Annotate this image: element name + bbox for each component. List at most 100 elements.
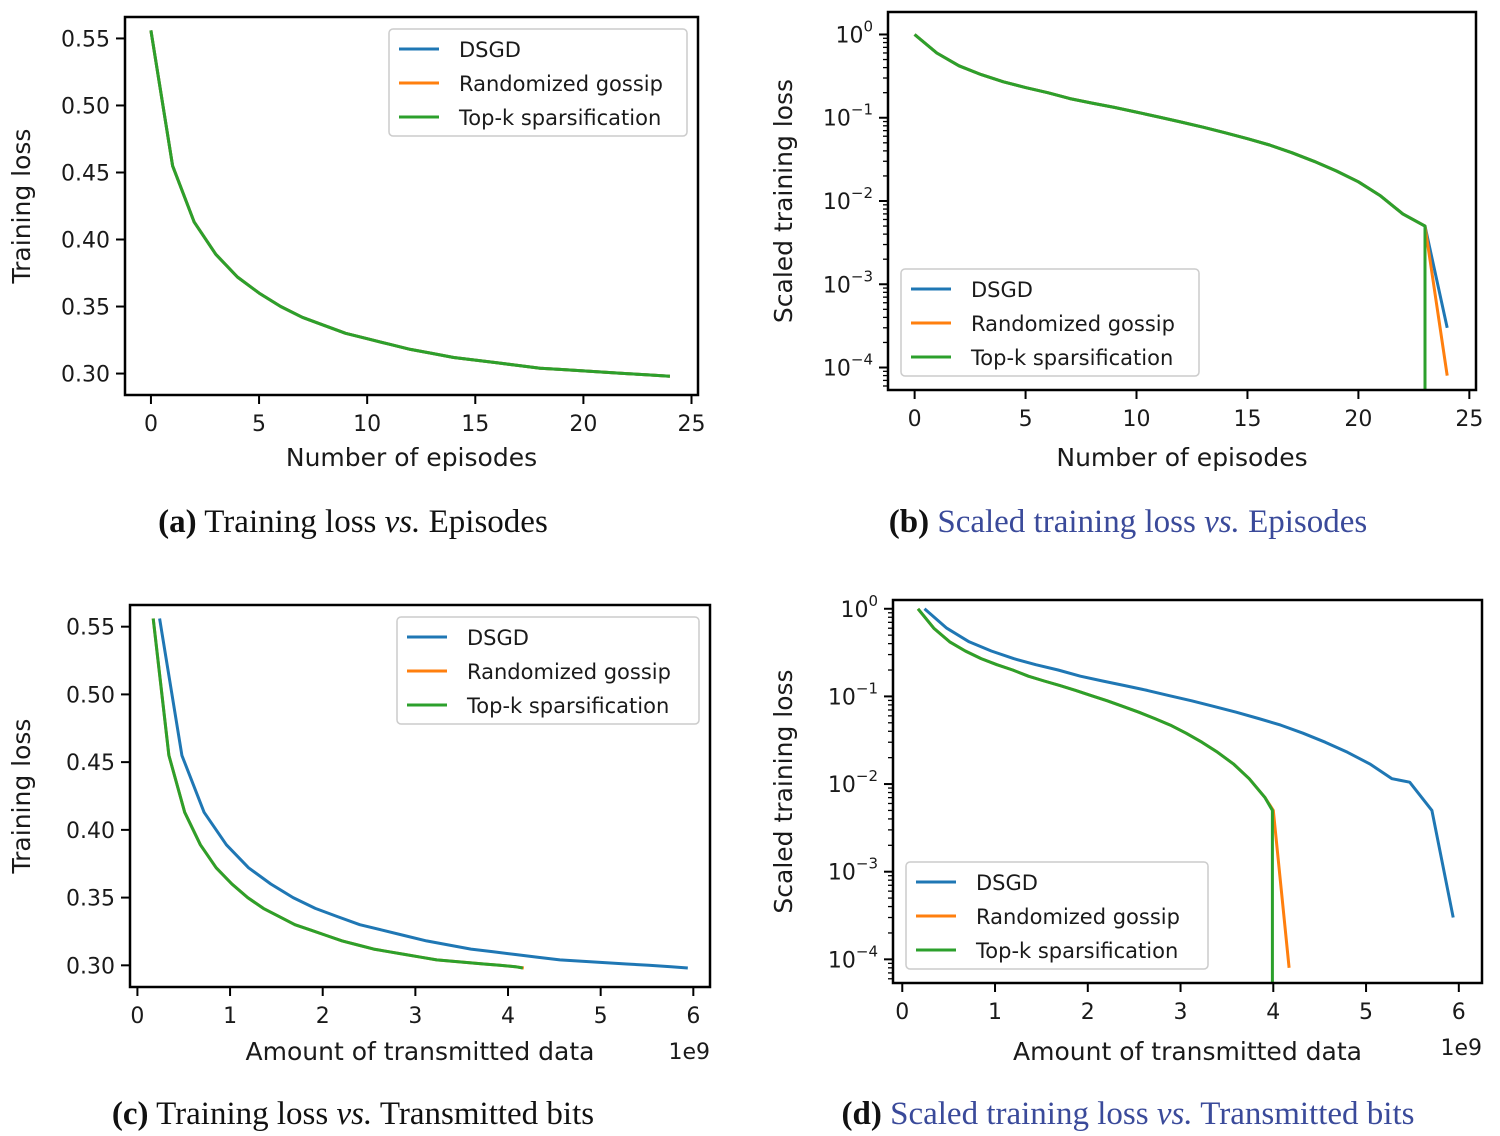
caption-text: Transmitted bits (372, 1096, 594, 1132)
chart-b: 0 5 10 15 20 25 10−4 10−3 10−2 10−1 100 Number of e… (769, 10, 1483, 540)
legend-box (905, 861, 1209, 970)
y-tick-exponent: −4 (851, 351, 873, 369)
x-axis-label: Number of episodes (1056, 443, 1307, 472)
x-tick-label: 10 (353, 412, 381, 437)
caption-text: Training loss (197, 504, 385, 540)
legend: DSGD Randomized gossip Top-k sparsificatio… (396, 616, 700, 725)
caption-text: Training loss (149, 1096, 337, 1132)
x-tick-label: 25 (1455, 407, 1483, 432)
x-tick-label: 3 (1174, 1000, 1188, 1025)
y-tick-exponent: −2 (851, 184, 873, 202)
y-tick-label: 100 (835, 17, 873, 48)
plot-frame (891, 598, 1484, 985)
chart-c: 0 1 2 3 4 5 6 0.30 0.35 0.40 0.45 0.50 0.55 1e9 Amount… (7, 603, 712, 1132)
x-tick-label: 1 (988, 1000, 1002, 1025)
x-tick-label: 1 (223, 1004, 237, 1029)
y-tick-exponent: 0 (868, 592, 878, 610)
series-line-top-k-sparsification (151, 618, 524, 970)
caption: (b) Scaled training loss vs. Episodes (889, 504, 1367, 540)
legend-label: DSGD (459, 38, 521, 62)
y-tick-label: 0.50 (61, 94, 110, 119)
caption-text: vs. (1204, 504, 1240, 540)
x-tick-label: 4 (501, 1004, 515, 1029)
legend-label: Randomized gossip (976, 905, 1180, 929)
caption-text: Episodes (1240, 504, 1367, 540)
y-tick-label: 10−4 (828, 942, 878, 973)
caption-text: Transmitted bits (1193, 1096, 1415, 1132)
y-tick-exponent: −3 (851, 267, 873, 285)
x-axis-label: Amount of transmitted data (246, 1037, 595, 1066)
y-tick-label: 0.35 (61, 296, 110, 321)
y-tick-label: 10−4 (823, 351, 873, 382)
legend-label: Top-k sparsification (970, 346, 1173, 370)
x-axis-label: Amount of transmitted data (1013, 1037, 1362, 1066)
x-tick-label: 10 (1123, 407, 1151, 432)
y-tick-label: 10−2 (823, 184, 873, 215)
caption-label: (c) (112, 1096, 149, 1132)
x-tick-label: 0 (908, 407, 922, 432)
x-tick-label: 2 (1081, 1000, 1095, 1025)
series-line-top-k-sparsification (149, 30, 670, 378)
series-line-dsgd (158, 618, 688, 970)
y-tick-label: 0.40 (66, 819, 115, 844)
x-tick-label: 0 (144, 412, 158, 437)
chart-a: 0 5 10 15 20 25 0.30 0.35 0.40 0.45 0.50 0.55 Number… (7, 15, 706, 540)
y-axis-label: Training loss (7, 719, 36, 875)
y-tick-label: 0.30 (66, 954, 115, 979)
y-tick-label: 0.55 (66, 616, 115, 641)
x-tick-label: 25 (678, 412, 706, 437)
x-tick-label: 5 (1359, 1000, 1373, 1025)
chart-d: 0 1 2 3 4 5 6 10−4 10−3 10−2 10−1 100 1e9 Amount of t… (769, 592, 1484, 1132)
legend-label: DSGD (976, 871, 1038, 895)
y-tick-exponent: −1 (851, 101, 873, 119)
caption: (d) Scaled training loss vs. Transmitted… (842, 1096, 1415, 1132)
caption-text: vs. (336, 1096, 372, 1132)
y-tick-label: 0.50 (66, 683, 115, 708)
legend-label: Top-k sparsification (975, 939, 1178, 963)
y-tick-label: 10−3 (828, 855, 878, 886)
y-tick-label: 0.45 (66, 751, 115, 776)
y-tick-label: 0.40 (61, 229, 110, 254)
y-tick-label: 10−3 (823, 267, 873, 298)
x-tick-label: 20 (1344, 407, 1372, 432)
caption-text: vs. (385, 504, 421, 540)
legend-box (396, 616, 700, 725)
x-tick-label: 5 (1019, 407, 1033, 432)
legend: DSGD Randomized gossip Top-k sparsificatio… (900, 268, 1200, 377)
x-tick-label: 0 (130, 1004, 144, 1029)
y-tick-exponent: −4 (856, 942, 878, 960)
series-line-top-k-sparsification (916, 607, 1274, 983)
caption-text: Scaled training loss (882, 1096, 1157, 1132)
legend-label: Top-k sparsification (466, 694, 669, 718)
y-axis-label: Scaled training loss (769, 79, 798, 323)
x-tick-label: 0 (895, 1000, 909, 1025)
x-offset-text: 1e9 (668, 1040, 710, 1065)
legend-box (388, 28, 688, 137)
y-tick-label: 0.30 (61, 363, 110, 388)
x-tick-label: 15 (461, 412, 489, 437)
y-tick-exponent: −2 (856, 767, 878, 785)
series-line-dsgd (923, 607, 1455, 918)
plot-frame (128, 603, 712, 989)
y-tick-label: 10−1 (823, 101, 873, 132)
series-line-top-k-sparsification (913, 33, 1427, 390)
x-tick-label: 5 (594, 1004, 608, 1029)
caption: (c) Training loss vs. Transmitted bits (112, 1096, 594, 1132)
caption-label: (b) (889, 504, 929, 540)
y-tick-exponent: −3 (856, 855, 878, 873)
legend-box (900, 268, 1200, 377)
y-tick-label: 0.55 (61, 27, 110, 52)
x-tick-label: 15 (1233, 407, 1261, 432)
y-tick-label: 0.35 (66, 887, 115, 912)
legend-label: Randomized gossip (971, 312, 1175, 336)
caption: (a) Training loss vs. Episodes (158, 504, 548, 540)
caption-label: (a) (158, 504, 196, 540)
legend-label: Randomized gossip (467, 660, 671, 684)
caption-text: vs. (1157, 1096, 1193, 1132)
legend-label: Randomized gossip (459, 72, 663, 96)
y-tick-exponent: 0 (863, 17, 873, 35)
x-tick-label: 6 (1452, 1000, 1466, 1025)
legend-label: DSGD (467, 626, 529, 650)
legend-label: DSGD (971, 278, 1033, 302)
